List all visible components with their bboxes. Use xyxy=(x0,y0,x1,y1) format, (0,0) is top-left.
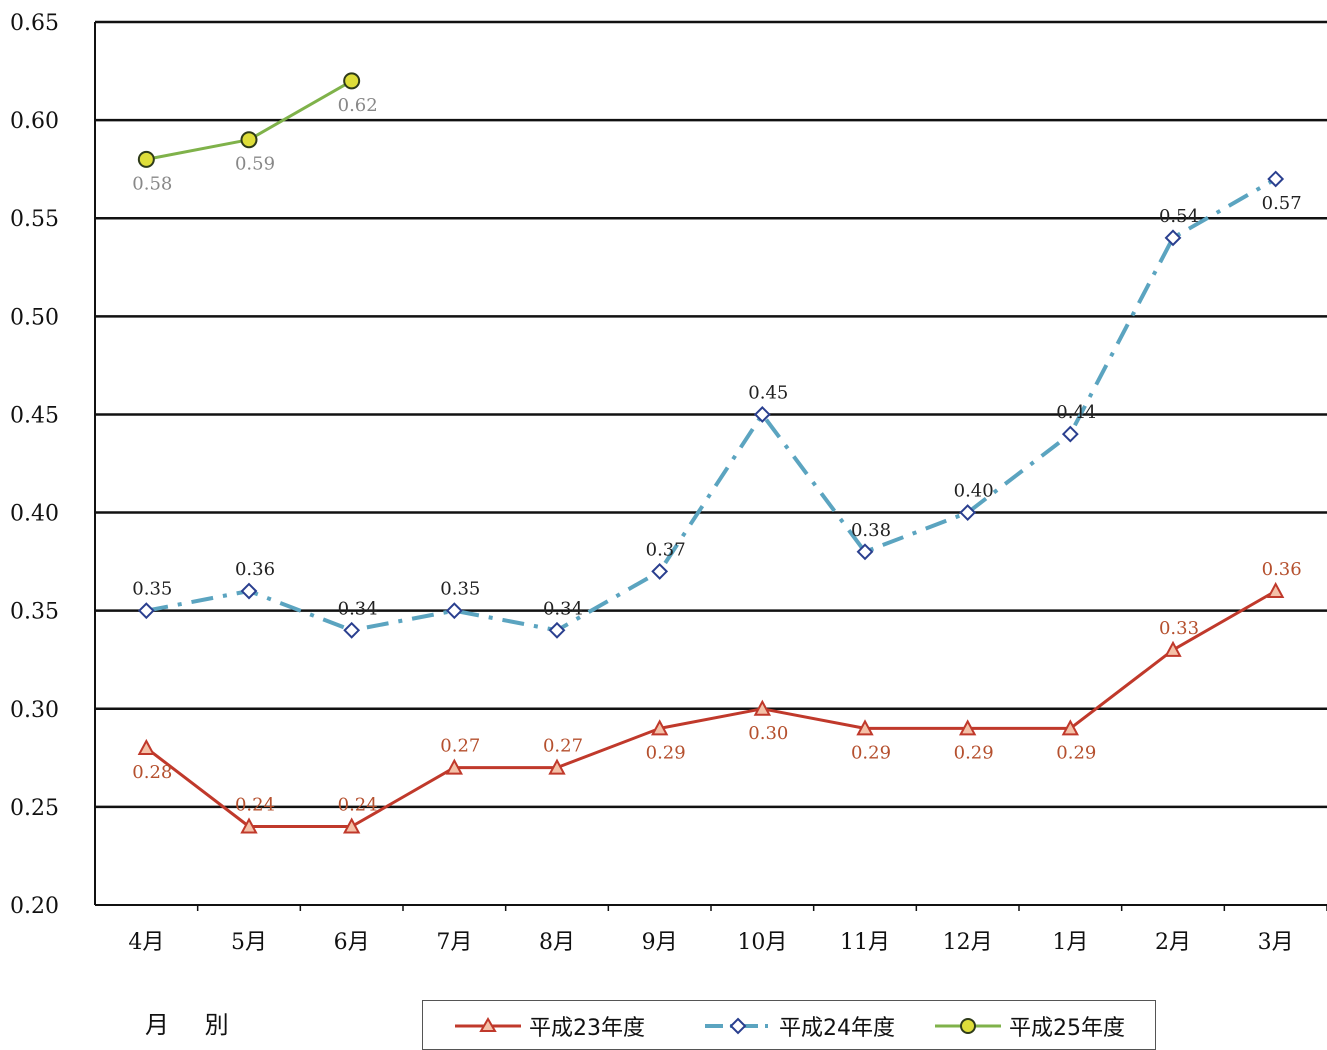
legend: 平成23年度 平成24年度 平成25年度 xyxy=(422,1000,1156,1050)
data-label: 0.40 xyxy=(954,481,994,502)
x-tick-label: 4月 xyxy=(128,930,164,955)
data-point xyxy=(137,738,156,756)
data-label: 0.45 xyxy=(748,382,788,403)
data-label: 0.34 xyxy=(543,598,583,619)
data-point xyxy=(445,758,464,775)
legend-swatch-h24 xyxy=(705,1017,771,1035)
x-tick-label: 11月 xyxy=(840,930,890,955)
x-tick-label: 8月 xyxy=(539,930,575,955)
data-point xyxy=(137,150,155,168)
data-point xyxy=(240,817,258,834)
data-label: 0.62 xyxy=(338,95,378,116)
series-line xyxy=(145,177,1277,633)
data-point xyxy=(445,602,463,620)
data-label: 0.35 xyxy=(132,579,172,600)
y-tick-label: 0.55 xyxy=(10,207,59,232)
data-label: 0.35 xyxy=(440,579,480,600)
data-label: 0.33 xyxy=(1159,618,1199,639)
legend-swatch-h23 xyxy=(455,1017,521,1032)
data-point xyxy=(343,72,361,90)
data-point xyxy=(240,582,258,600)
y-tick-label: 0.35 xyxy=(10,600,59,625)
data-point xyxy=(1061,425,1079,443)
data-point xyxy=(753,699,772,716)
data-label: 0.36 xyxy=(235,559,275,580)
data-point xyxy=(548,621,566,639)
x-tick-label: 10月 xyxy=(737,930,787,955)
data-point xyxy=(1267,170,1285,188)
data-point xyxy=(1061,719,1080,736)
legend-item-h23: 平成23年度 xyxy=(453,1011,645,1041)
data-point xyxy=(856,719,874,736)
data-label: 0.30 xyxy=(748,723,788,744)
y-tick-label: 0.40 xyxy=(10,502,59,527)
data-point xyxy=(240,131,258,149)
series-line xyxy=(145,589,1277,828)
data-point xyxy=(959,504,977,521)
legend-label-h24: 平成24年度 xyxy=(779,1016,895,1041)
data-point xyxy=(650,719,669,736)
y-tick-label: 0.25 xyxy=(10,796,59,821)
data-label: 0.29 xyxy=(954,742,994,763)
data-label: 0.29 xyxy=(646,742,686,763)
data-point xyxy=(548,758,566,775)
data-label: 0.27 xyxy=(543,736,583,757)
legend-item-h25: 平成25年度 xyxy=(933,1011,1125,1041)
data-label: 0.57 xyxy=(1262,193,1302,214)
data-label: 0.24 xyxy=(235,795,275,816)
data-label: 0.27 xyxy=(440,736,480,757)
data-label: 0.24 xyxy=(338,795,378,816)
x-tick-label: 12月 xyxy=(943,930,993,955)
legend-label-h25: 平成25年度 xyxy=(1009,1016,1125,1041)
y-tick-label: 0.20 xyxy=(10,894,59,919)
data-point xyxy=(343,621,361,639)
data-label: 0.58 xyxy=(132,173,172,194)
y-tick-label: 0.50 xyxy=(10,305,59,330)
data-label: 0.29 xyxy=(851,742,891,763)
legend-swatch-h25 xyxy=(935,1018,1001,1034)
legend-item-h24: 平成24年度 xyxy=(703,1011,895,1041)
data-label: 0.29 xyxy=(1056,742,1096,763)
data-point xyxy=(1164,229,1182,247)
data-label: 0.54 xyxy=(1159,206,1199,227)
legend-label-h23: 平成23年度 xyxy=(529,1016,645,1041)
data-point xyxy=(856,543,874,561)
x-tick-label: 1月 xyxy=(1052,930,1088,955)
x-tick-label: 7月 xyxy=(436,930,472,955)
x-axis-label: 月 別 xyxy=(145,1011,243,1039)
x-tick-label: 6月 xyxy=(334,930,370,955)
data-label: 0.28 xyxy=(132,762,172,783)
data-label: 0.38 xyxy=(851,520,891,541)
data-label: 0.44 xyxy=(1056,402,1096,423)
y-tick-label: 0.30 xyxy=(10,698,59,723)
data-point xyxy=(753,406,771,423)
data-point xyxy=(342,817,361,834)
line-chart: 0.20 0.25 0.30 0.35 0.40 0.45 0.50 0.55 0.60 0.65… xyxy=(10,11,1327,955)
y-tick-label: 0.45 xyxy=(10,403,59,428)
data-label: 0.36 xyxy=(1262,559,1302,580)
data-point xyxy=(1266,581,1285,599)
data-label: 0.34 xyxy=(338,598,378,619)
y-tick-label: 0.60 xyxy=(10,109,59,134)
x-tick-label: 5月 xyxy=(231,930,267,955)
data-point xyxy=(958,719,977,736)
data-label: 0.59 xyxy=(235,154,275,175)
data-point xyxy=(651,563,669,580)
x-tick-label: 3月 xyxy=(1258,930,1294,955)
data-point xyxy=(137,602,155,620)
x-tick-label: 9月 xyxy=(642,930,678,955)
x-tick-label: 2月 xyxy=(1155,930,1191,955)
y-tick-label: 0.65 xyxy=(10,11,59,36)
data-label: 0.37 xyxy=(646,539,686,560)
data-point xyxy=(1164,640,1182,657)
